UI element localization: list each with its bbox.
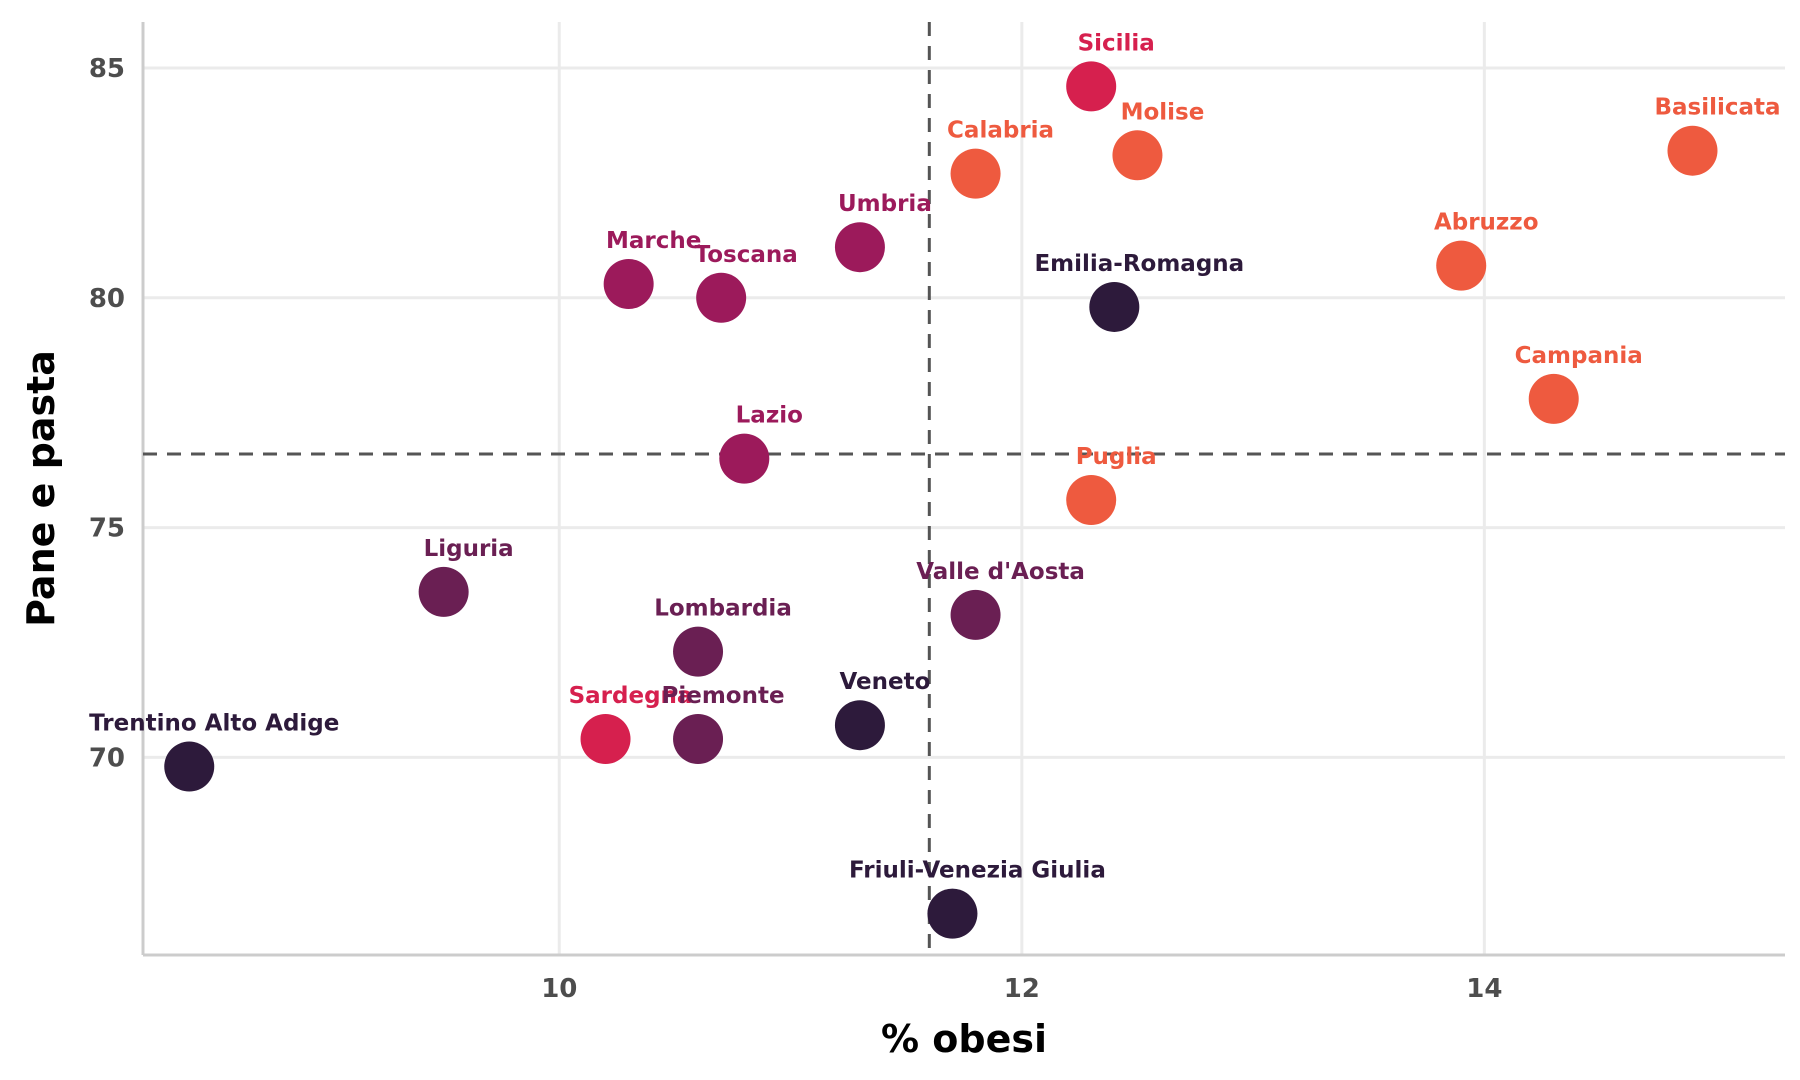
data-point <box>1112 130 1163 181</box>
point-label: Calabria <box>947 118 1054 144</box>
y-tick-label: 70 <box>89 743 125 773</box>
data-point <box>1528 373 1579 424</box>
point-label: Sicilia <box>1078 30 1155 56</box>
point-label: Sardegna <box>569 683 693 709</box>
data-point <box>950 589 1001 640</box>
data-point <box>834 222 885 273</box>
y-tick-label: 85 <box>89 54 125 84</box>
data-point <box>418 566 469 617</box>
y-axis-title: Pane e pasta <box>19 350 63 627</box>
data-point <box>950 148 1001 199</box>
data-point <box>673 626 724 677</box>
tick-labels: 10 12 14 70 75 80 85 <box>89 54 1503 1004</box>
point-label: Campania <box>1515 343 1643 369</box>
x-tick-label: 10 <box>541 974 577 1004</box>
point-label: Lombardia <box>654 596 792 622</box>
data-point <box>1436 240 1487 291</box>
point-label: Toscana <box>695 242 798 268</box>
data-point <box>927 888 978 939</box>
data-point <box>164 741 215 792</box>
data-point <box>673 713 724 764</box>
point-label: Abruzzo <box>1434 210 1539 236</box>
data-point <box>719 433 770 484</box>
point-label: Marche <box>606 228 701 254</box>
point-label: Friuli-Venezia Giulia <box>849 858 1106 884</box>
data-point <box>1066 474 1117 525</box>
point-label: Puglia <box>1076 444 1157 470</box>
y-tick-label: 80 <box>89 284 125 314</box>
x-axis-title: % obesi <box>881 1017 1047 1061</box>
data-point <box>1089 281 1140 332</box>
grid <box>143 22 1785 955</box>
point-label: Piemonte <box>662 683 785 709</box>
data-point <box>1066 61 1117 112</box>
data-point <box>603 258 654 309</box>
data-point <box>696 272 747 323</box>
data-point <box>580 713 631 764</box>
axes <box>141 22 1785 957</box>
point-label: Valle d'Aosta <box>916 559 1085 585</box>
point-label: Molise <box>1121 99 1205 125</box>
x-tick-label: 14 <box>1466 974 1502 1004</box>
point-label: Emilia-Romagna <box>1034 251 1244 277</box>
point-label: Trentino Alto Adige <box>89 711 339 737</box>
data-points <box>164 61 1718 939</box>
point-label: Lazio <box>736 403 803 429</box>
data-point <box>1667 125 1718 176</box>
point-labels: Sicilia Molise Calabria Basilicata Umbria Mar… <box>89 30 1780 883</box>
point-label: Liguria <box>424 536 514 562</box>
point-label: Veneto <box>839 669 930 695</box>
data-point <box>834 700 885 751</box>
reference-lines <box>143 22 1785 955</box>
point-label: Basilicata <box>1654 95 1780 121</box>
y-tick-label: 75 <box>89 514 125 544</box>
x-tick-label: 12 <box>1004 974 1040 1004</box>
point-label: Umbria <box>838 191 932 217</box>
